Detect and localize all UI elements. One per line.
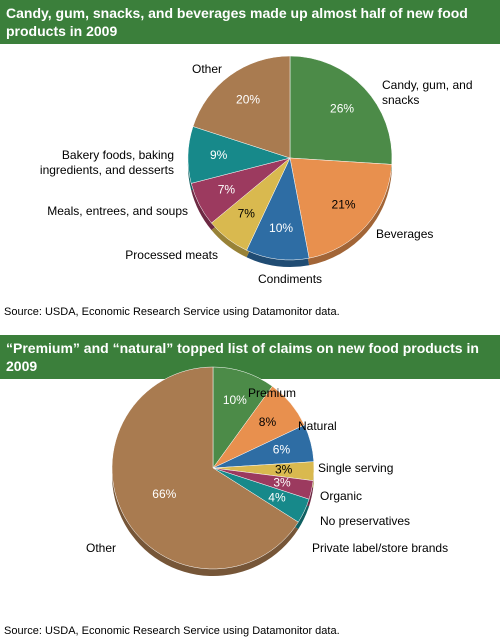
value-label: 10%: [269, 221, 293, 235]
chart-title: “Premium” and “natural” topped list of c…: [0, 335, 500, 379]
category-label: Processed meats: [125, 248, 218, 262]
category-label: Private label/store brands: [312, 541, 449, 555]
value-label: 7%: [218, 183, 236, 197]
category-label: Other: [191, 62, 222, 76]
category-label: Organic: [320, 489, 363, 503]
value-label: 8%: [259, 415, 277, 429]
value-label: 7%: [238, 207, 256, 221]
value-label: 3%: [275, 462, 293, 476]
category-label: No preservatives: [320, 514, 411, 528]
slice: [192, 55, 291, 159]
value-label: 6%: [273, 443, 291, 457]
category-label: Candy, gum, and snacks: [382, 78, 473, 107]
value-label: 3%: [273, 476, 291, 490]
category-label: Natural: [298, 419, 337, 433]
category-label: Other: [85, 541, 116, 555]
category-label: Meals, entrees, and soups: [47, 204, 188, 218]
chart-title: Candy, gum, snacks, and beverages made u…: [0, 0, 500, 44]
category-label: Bakery foods, baking ingredients, and de…: [39, 148, 174, 177]
value-label: 21%: [332, 197, 356, 211]
source: Source: USDA, Economic Research Service …: [4, 625, 340, 637]
slice: [289, 157, 393, 259]
slice: [289, 55, 393, 165]
category-label: Condiments: [258, 272, 323, 286]
value-label: 26%: [330, 101, 354, 115]
category-label: Beverages: [376, 227, 434, 241]
category-label: Premium: [248, 386, 297, 400]
source: Source: USDA, Economic Research Service …: [4, 306, 340, 318]
value-label: 10%: [223, 393, 247, 407]
value-label: 20%: [236, 92, 260, 106]
value-label: 66%: [152, 487, 176, 501]
value-label: 4%: [268, 490, 286, 504]
slice: [111, 366, 299, 570]
value-label: 9%: [210, 148, 228, 162]
category-label: Single serving: [318, 461, 394, 475]
